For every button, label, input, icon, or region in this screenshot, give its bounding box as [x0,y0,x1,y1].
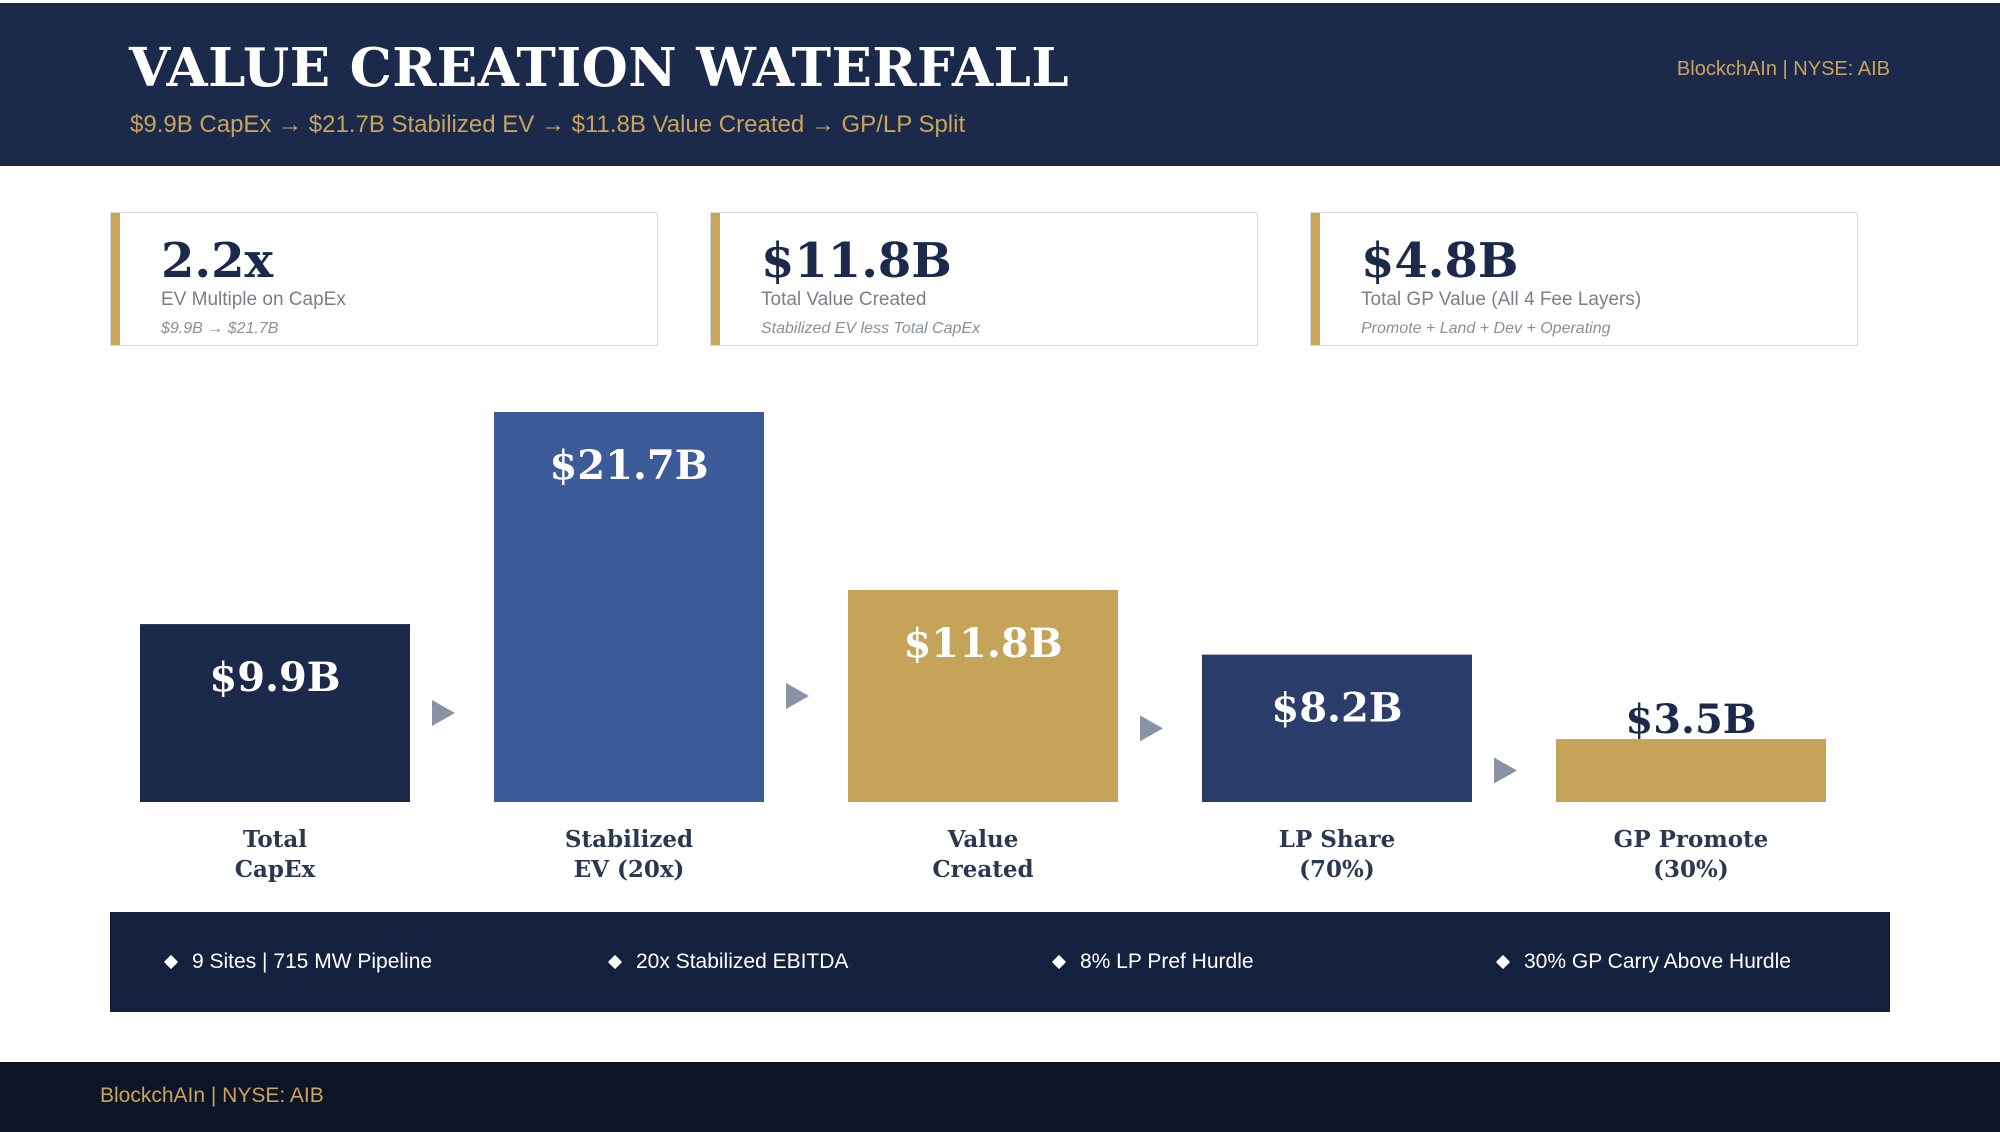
flow-arrow-icon [1494,757,1517,784]
diamond-bullet-icon [163,954,179,970]
category-label: (30%) [1653,856,1729,883]
waterfall-chart: $9.9B Total CapEx $21.7B Stabilized EV (20x) $… [140,412,1826,883]
category-label: Total [243,826,307,853]
category-label: GP Promote [1614,826,1769,853]
fact-item: 9 Sites | 715 MW Pipeline [163,912,433,1012]
category-label: Created [932,856,1033,883]
brand-label-bottom: BlockchAIn | NYSE: AIB [100,1084,324,1107]
footer-bar: BlockchAIn | NYSE: AIB [0,1062,2000,1132]
category-label: Value [947,826,1019,853]
category-label: CapEx [235,856,316,883]
kpi-label: Total GP Value (All 4 Fee Layers) [1361,289,1642,310]
kpi-value: $4.8B [1361,233,1519,289]
fact-text: 30% GP Carry Above Hurdle [1524,950,1791,973]
flow-arrow-icon [432,700,455,727]
category-label: EV (20x) [574,856,685,883]
kpi-note: Stabilized EV less Total CapEx [761,320,981,337]
kpi-card-value-created: $11.8B Total Value Created Stabilized EV… [710,212,1258,346]
diamond-bullet-icon [1495,954,1511,970]
bar-value-label: $9.9B [209,654,340,701]
bar-3 [1202,654,1472,802]
bar-value-label: $21.7B [549,442,708,489]
bar-0 [140,624,410,802]
kpi-card-gp-value: $4.8B Total GP Value (All 4 Fee Layers) … [1310,212,1858,346]
kpi-label: EV Multiple on CapEx [161,289,346,310]
bar-value-label: $8.2B [1271,685,1402,732]
kpi-accent-bar [111,213,120,345]
page-subtitle: $9.9B CapEx → $21.7B Stabilized EV → $11… [130,111,966,138]
kpi-accent-bar [711,213,720,345]
bar-4 [1556,739,1826,802]
kpi-label: Total Value Created [761,289,927,310]
key-facts-strip: 9 Sites | 715 MW Pipeline 20x Stabilized… [110,912,1890,1012]
flow-arrow-icon [1140,715,1163,742]
header-banner: VALUE CREATION WATERFALL $9.9B CapEx → $… [0,3,2000,166]
flow-arrow-icon [786,682,809,709]
fact-text: 9 Sites | 715 MW Pipeline [192,950,433,973]
kpi-note: $9.9B → $21.7B [161,320,279,337]
bar-value-label: $11.8B [903,620,1062,667]
category-label: (70%) [1299,856,1375,883]
page-title: VALUE CREATION WATERFALL [129,37,1070,99]
fact-text: 20x Stabilized EBITDA [636,950,849,973]
category-label: LP Share [1279,826,1395,853]
diamond-bullet-icon [1051,954,1067,970]
kpi-value: $11.8B [761,233,952,289]
kpi-accent-bar [1311,213,1320,345]
category-label: Stabilized [565,826,693,853]
fact-item: 20x Stabilized EBITDA [607,912,849,1012]
bar-value-label: $3.5B [1625,696,1756,743]
diamond-bullet-icon [607,954,623,970]
fact-item: 30% GP Carry Above Hurdle [1495,912,1791,1012]
fact-item: 8% LP Pref Hurdle [1051,912,1254,1012]
bar-1 [494,412,764,802]
kpi-note: Promote + Land + Dev + Operating [1361,320,1611,337]
bar-2 [848,589,1118,802]
brand-label-top: BlockchAIn | NYSE: AIB [1676,58,1890,80]
fact-text: 8% LP Pref Hurdle [1080,950,1254,973]
kpi-value: 2.2x [161,233,274,289]
kpi-card-ev-multiple: 2.2x EV Multiple on CapEx $9.9B → $21.7B [110,212,658,346]
